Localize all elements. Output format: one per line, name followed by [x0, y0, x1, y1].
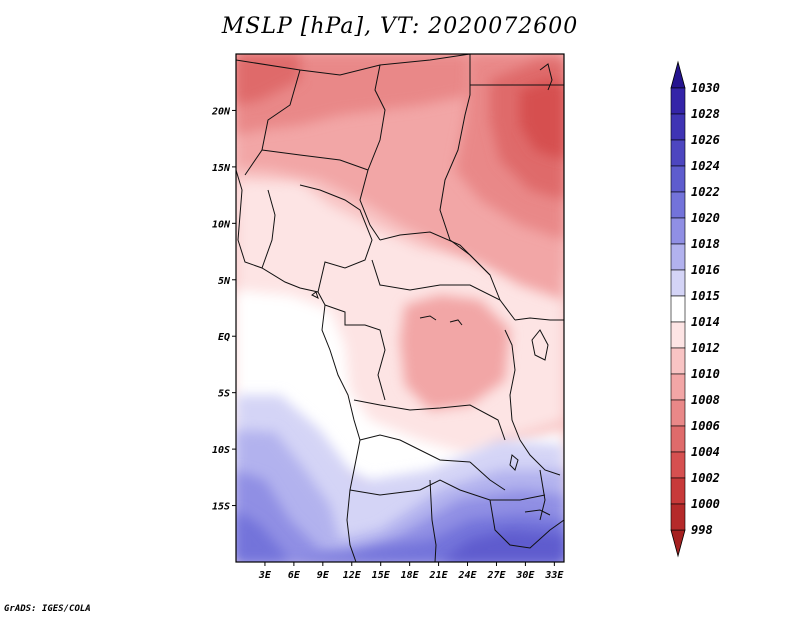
colorbar-segment — [670, 425, 686, 453]
colorbar-segment — [670, 139, 686, 167]
colorbar-label: 1024 — [691, 159, 720, 173]
colorbar-label: 1026 — [691, 133, 720, 147]
lat-tick-label: 15N — [212, 163, 231, 174]
colorbar-segment — [670, 165, 686, 193]
latitude-axis: 20N 15N 10N 5N EQ 5S 10S 15S — [211, 106, 236, 513]
colorbar-segment — [670, 503, 686, 531]
lat-tick-label: 10S — [212, 445, 230, 456]
field-zone-1008-congo — [400, 295, 510, 410]
colorbar-label: 998 — [691, 523, 713, 537]
colorbar-label: 1010 — [691, 367, 720, 381]
colorbar-segment — [670, 243, 686, 271]
colorbar-top-arrow — [670, 60, 686, 89]
lat-tick-label: 5S — [218, 389, 230, 400]
colorbar-label: 1030 — [691, 81, 720, 95]
lon-tick-label: 27E — [486, 570, 506, 581]
colorbar-label: 1022 — [691, 185, 720, 199]
colorbar-label: 1015 — [691, 289, 720, 303]
colorbar-label: 1000 — [691, 497, 720, 511]
lon-tick-label: 9E — [317, 570, 330, 581]
colorbar-label: 1006 — [691, 419, 720, 433]
colorbar-segment — [670, 399, 686, 427]
lon-tick-label: 12E — [343, 570, 362, 581]
lon-tick-label: 6E — [288, 570, 301, 581]
map-title: MSLP [hPa], VT: 2020072600 — [221, 14, 579, 39]
colorbar-label: 1016 — [691, 263, 720, 277]
colorbar-bottom-arrow — [670, 529, 686, 558]
lat-tick-label: 20N — [211, 106, 231, 117]
map-frame — [235, 53, 565, 563]
country-borders — [236, 54, 564, 562]
colorbar-segment — [670, 87, 686, 115]
colorbar-label: 1014 — [691, 315, 720, 329]
pressure-field — [236, 54, 564, 562]
colorbar-segment — [670, 451, 686, 479]
field-zone-1022 — [440, 530, 564, 562]
colorbar-segment — [670, 295, 686, 323]
colorbar: 1030 1028 1026 1024 1022 1020 1018 1016 1015 1014… — [670, 60, 720, 558]
colorbar-label: 1018 — [691, 237, 720, 251]
colorbar-segment — [670, 477, 686, 505]
colorbar-label: 1012 — [691, 341, 720, 355]
colorbar-segment — [670, 347, 686, 375]
colorbar-label: 1004 — [691, 445, 720, 459]
longitude-axis: 3E 6E 9E 12E 15E 18E 21E 24E 27E 30E 33E — [258, 562, 564, 581]
lat-tick-label: 5N — [218, 276, 231, 287]
field-zone-1004-nw — [236, 54, 300, 105]
lat-tick-label: 10N — [212, 219, 231, 230]
lon-tick-label: 18E — [401, 570, 420, 581]
colorbar-segment — [670, 321, 686, 349]
colorbar-label: 1008 — [691, 393, 720, 407]
lat-tick-label: EQ — [218, 332, 230, 343]
lon-tick-label: 15E — [372, 570, 391, 581]
lon-tick-label: 3E — [258, 570, 272, 581]
colorbar-segment — [670, 217, 686, 245]
colorbar-label: 1028 — [691, 107, 720, 121]
lat-tick-label: 15S — [212, 502, 230, 513]
lon-tick-label: 24E — [457, 570, 477, 581]
lon-tick-label: 33E — [544, 570, 564, 581]
grads-credit: GrADS: IGES/COLA — [4, 604, 91, 614]
field-zone-1002 — [520, 80, 564, 160]
colorbar-segment — [670, 373, 686, 401]
colorbar-label: 1002 — [691, 471, 720, 485]
lon-tick-label: 30E — [515, 570, 535, 581]
colorbar-segment — [670, 191, 686, 219]
colorbar-segment — [670, 113, 686, 141]
colorbar-label: 1020 — [691, 211, 720, 225]
colorbar-segment — [670, 269, 686, 297]
lon-tick-label: 21E — [429, 570, 449, 581]
